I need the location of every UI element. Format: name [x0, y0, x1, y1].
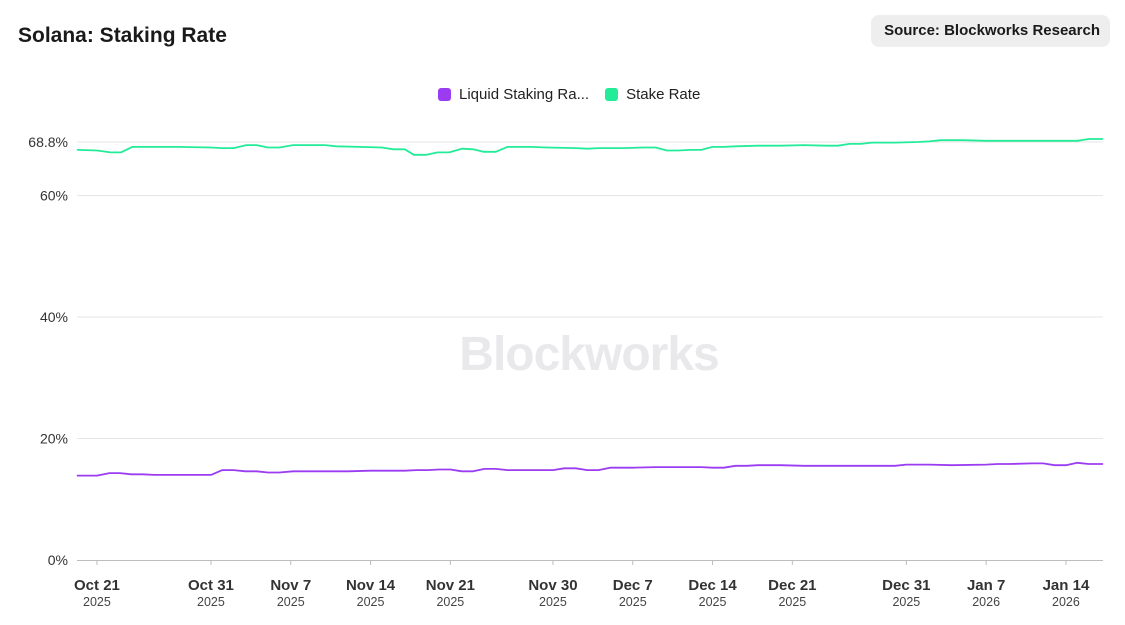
x-tick-year: 2025	[436, 595, 464, 609]
x-tick-label: Dec 7	[613, 577, 653, 594]
y-tick-label: 40%	[40, 309, 68, 325]
legend-label-liquid: Liquid Staking Ra...	[459, 86, 590, 103]
x-tick-year: 2026	[1052, 595, 1080, 609]
x-tick-label: Jan 7	[967, 577, 1005, 594]
x-tick-label: Nov 7	[270, 577, 311, 594]
y-tick-label: 60%	[40, 188, 68, 204]
stake-swatch-icon	[605, 88, 619, 101]
legend: Liquid Staking Ra... Stake Rate	[438, 86, 716, 103]
source-badge: Source: Blockworks Research	[871, 15, 1110, 47]
legend-item-stake[interactable]: Stake Rate	[605, 86, 700, 103]
x-tick-label: Nov 30	[528, 577, 577, 594]
x-tick-label: Nov 14	[346, 577, 396, 594]
y-tick-label: 0%	[48, 552, 68, 568]
liquid-staking-rate-line	[76, 461, 1104, 477]
x-tick-year: 2025	[892, 595, 920, 609]
x-tick-label: Jan 14	[1043, 577, 1090, 594]
x-tick-label: Dec 31	[882, 577, 930, 594]
x-tick-year: 2025	[197, 595, 225, 609]
x-tick-label: Dec 14	[688, 577, 737, 594]
liquid-swatch-icon	[438, 88, 451, 101]
x-tick-label: Dec 21	[768, 577, 816, 594]
legend-label-stake: Stake Rate	[626, 86, 701, 103]
x-tick-year: 2025	[357, 595, 385, 609]
y-tick-label: 68.8%	[28, 134, 68, 150]
stake-rate-line	[76, 138, 1104, 156]
y-tick-label: 20%	[40, 431, 68, 447]
x-tick-year: 2026	[972, 595, 1000, 609]
x-tick-year: 2025	[277, 595, 305, 609]
x-tick-year: 2025	[539, 595, 567, 609]
x-tick-year: 2025	[778, 595, 806, 609]
x-tick-label: Oct 31	[188, 577, 234, 594]
x-tick-year: 2025	[619, 595, 647, 609]
chart-title: Solana: Staking Rate	[18, 24, 227, 47]
x-tick-year: 2025	[699, 595, 727, 609]
x-tick-label: Oct 21	[74, 577, 120, 594]
x-tick-year: 2025	[83, 595, 111, 609]
x-tick-label: Nov 21	[426, 577, 475, 594]
legend-item-liquid[interactable]: Liquid Staking Ra...	[438, 86, 589, 103]
watermark: Blockworks	[459, 328, 718, 381]
